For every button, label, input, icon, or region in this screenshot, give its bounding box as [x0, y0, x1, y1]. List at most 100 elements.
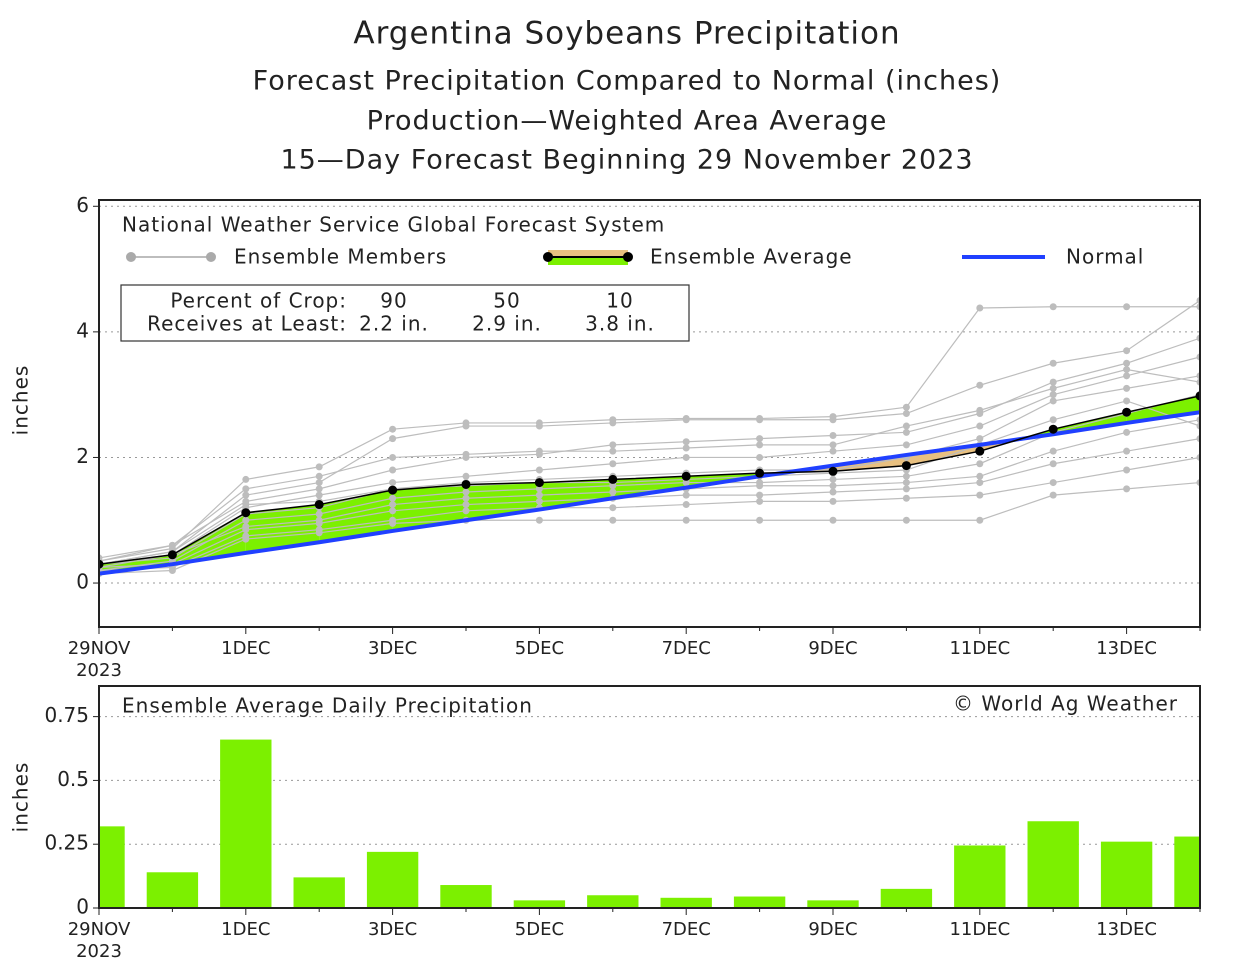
member-point: [976, 422, 984, 430]
member-point: [242, 501, 250, 509]
member-point: [242, 526, 250, 534]
bar: [587, 895, 639, 908]
member-line: [99, 356, 1200, 568]
member-point: [976, 460, 984, 468]
average-point: [608, 474, 618, 484]
bar: [366, 851, 419, 908]
bar: [954, 845, 1006, 908]
bottom-panel: 0 0.25 0.5 0.75 29NOV 2023 1DEC 3DEC 5DEC 7DEC 9DE…: [9, 685, 1201, 962]
member-point: [1123, 366, 1131, 374]
member-point: [1049, 479, 1057, 487]
member-point: [609, 460, 617, 468]
member-point: [829, 516, 837, 524]
member-point: [976, 472, 984, 480]
member-point: [1049, 491, 1057, 499]
member-point: [168, 541, 176, 549]
member-point: [1123, 303, 1131, 311]
member-point: [976, 516, 984, 524]
legend-bg: [110, 208, 1195, 272]
member-point: [1049, 397, 1057, 405]
plot-area: [99, 739, 1200, 908]
bar: [1100, 841, 1153, 908]
legend-swatch: [206, 252, 216, 262]
legend-swatch: [623, 252, 633, 262]
member-line: [99, 306, 1200, 562]
member-line: [99, 299, 1200, 565]
average-point: [388, 485, 398, 495]
crop-table-cell: 2.2 in.: [359, 312, 429, 336]
member-line: [99, 456, 1200, 572]
member-line: [99, 337, 1200, 559]
plot-area: [99, 296, 1200, 578]
y-tick-label: 0.5: [57, 767, 89, 791]
bar: [1174, 836, 1200, 908]
member-point: [682, 416, 690, 424]
x-tick-label: 11DEC: [949, 919, 1010, 940]
x-tick-label: 7DEC: [662, 919, 711, 940]
member-point: [1123, 428, 1131, 436]
member-point: [1049, 303, 1057, 311]
y-tick-label: 0: [76, 895, 89, 919]
x-tick-label: 1DEC: [221, 638, 270, 659]
member-point: [535, 497, 543, 505]
panel-title: Ensemble Average Daily Precipitation: [122, 694, 533, 718]
average-point: [1122, 407, 1132, 417]
member-point: [389, 519, 397, 527]
x-tick-label: 13DEC: [1096, 638, 1157, 659]
member-point: [902, 472, 910, 480]
member-point: [902, 494, 910, 502]
member-point: [315, 472, 323, 480]
x-tick-label: 3DEC: [368, 638, 417, 659]
bar: [293, 877, 345, 908]
member-point: [682, 453, 690, 461]
average-point: [534, 478, 544, 488]
legend-label: Normal: [1066, 245, 1144, 269]
member-point: [902, 441, 910, 449]
normal-line: [99, 410, 1200, 576]
crop-table-cell: 2.9 in.: [472, 312, 542, 336]
x-tick-label: 3DEC: [368, 919, 417, 940]
bar: [513, 900, 566, 908]
credit: © World Ag Weather: [953, 692, 1178, 716]
member-point: [1123, 347, 1131, 355]
member-point: [756, 516, 764, 524]
average-point: [99, 559, 104, 569]
legend-swatch: [548, 257, 628, 265]
member-point: [462, 472, 470, 480]
average-point: [681, 471, 691, 481]
member-point: [682, 516, 690, 524]
x-tick-label: 5DEC: [515, 638, 564, 659]
x-tick-label: 29NOV 2023: [68, 919, 131, 962]
member-line: [99, 438, 1200, 568]
member-point: [902, 479, 910, 487]
legend-label: Ensemble Average: [650, 245, 853, 269]
member-point: [976, 435, 984, 443]
legend-label: Ensemble Members: [234, 245, 447, 269]
member-line: [99, 368, 1200, 562]
member-point: [756, 482, 764, 490]
member-point: [389, 453, 397, 461]
legend-swatch: [548, 250, 628, 257]
member-point: [389, 479, 397, 487]
member-point: [976, 406, 984, 414]
member-point: [1049, 384, 1057, 392]
x-tick-label: 9DEC: [808, 638, 857, 659]
legend-swatch: [126, 252, 136, 262]
crop-table-cell: 50: [493, 289, 520, 313]
bar: [220, 739, 272, 908]
member-point: [609, 419, 617, 427]
member-point: [242, 491, 250, 499]
average-point: [167, 550, 177, 560]
crop-table-cell: 10: [606, 289, 633, 313]
member-point: [462, 501, 470, 509]
member-point: [1123, 397, 1131, 405]
member-point: [682, 501, 690, 509]
member-point: [242, 535, 250, 543]
member-point: [902, 516, 910, 524]
crop-table: [120, 284, 690, 342]
member-point: [756, 497, 764, 505]
chart-subtitle: Production—Weighted Area Average: [367, 106, 888, 137]
member-point: [1049, 359, 1057, 367]
member-point: [902, 403, 910, 411]
